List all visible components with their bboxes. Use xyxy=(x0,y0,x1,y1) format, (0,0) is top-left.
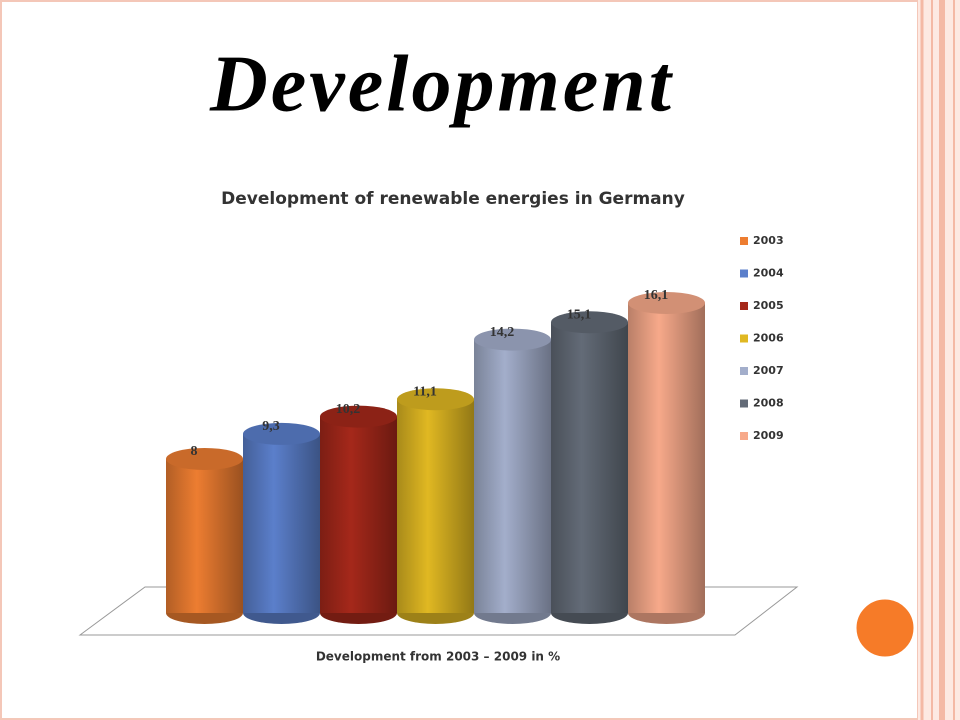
legend-swatch xyxy=(740,432,748,440)
legend-label: 2005 xyxy=(753,299,784,312)
value-label: 8 xyxy=(191,444,198,459)
legend-swatch xyxy=(740,302,748,310)
legend-label: 2004 xyxy=(753,267,784,280)
bar xyxy=(474,339,551,613)
legend-swatch xyxy=(740,334,748,343)
bar xyxy=(397,399,474,613)
legend-label: 2007 xyxy=(753,364,784,377)
bar xyxy=(628,303,705,613)
right-stripes xyxy=(918,0,960,720)
decor-circle xyxy=(853,596,917,660)
bar xyxy=(551,322,628,613)
bar-top xyxy=(243,422,320,445)
bar xyxy=(320,416,397,613)
plot: 8 9,3 10,2 11,1 14,2 15,1 16,1 xyxy=(166,288,705,624)
slide-title: Development xyxy=(209,40,674,128)
bar-top xyxy=(551,311,628,334)
value-label: 14,2 xyxy=(490,325,515,340)
bar xyxy=(243,433,320,613)
legend-swatch xyxy=(740,367,748,375)
legend-label: 2008 xyxy=(753,397,784,410)
value-label: 10,2 xyxy=(336,402,361,417)
legend-label: 2003 xyxy=(753,234,784,247)
legend-swatch xyxy=(740,237,748,245)
legend-swatch xyxy=(740,269,748,278)
bar-top xyxy=(474,328,551,351)
bar xyxy=(166,458,243,613)
bar-top xyxy=(166,447,243,470)
legend-swatch xyxy=(740,399,748,408)
bar-top xyxy=(628,292,705,314)
bar-top xyxy=(320,405,397,428)
value-label: 15,1 xyxy=(567,307,592,322)
bar-top xyxy=(397,388,474,411)
value-label: 16,1 xyxy=(644,288,669,303)
legend-label: 2006 xyxy=(753,332,784,345)
value-label: 9,3 xyxy=(262,419,280,434)
legend-label: 2009 xyxy=(753,429,784,442)
chart-title: Development of renewable energies in Ger… xyxy=(221,189,685,209)
x-axis-label: Development from 2003 – 2009 in % xyxy=(316,650,560,664)
value-label: 11,1 xyxy=(413,384,437,399)
